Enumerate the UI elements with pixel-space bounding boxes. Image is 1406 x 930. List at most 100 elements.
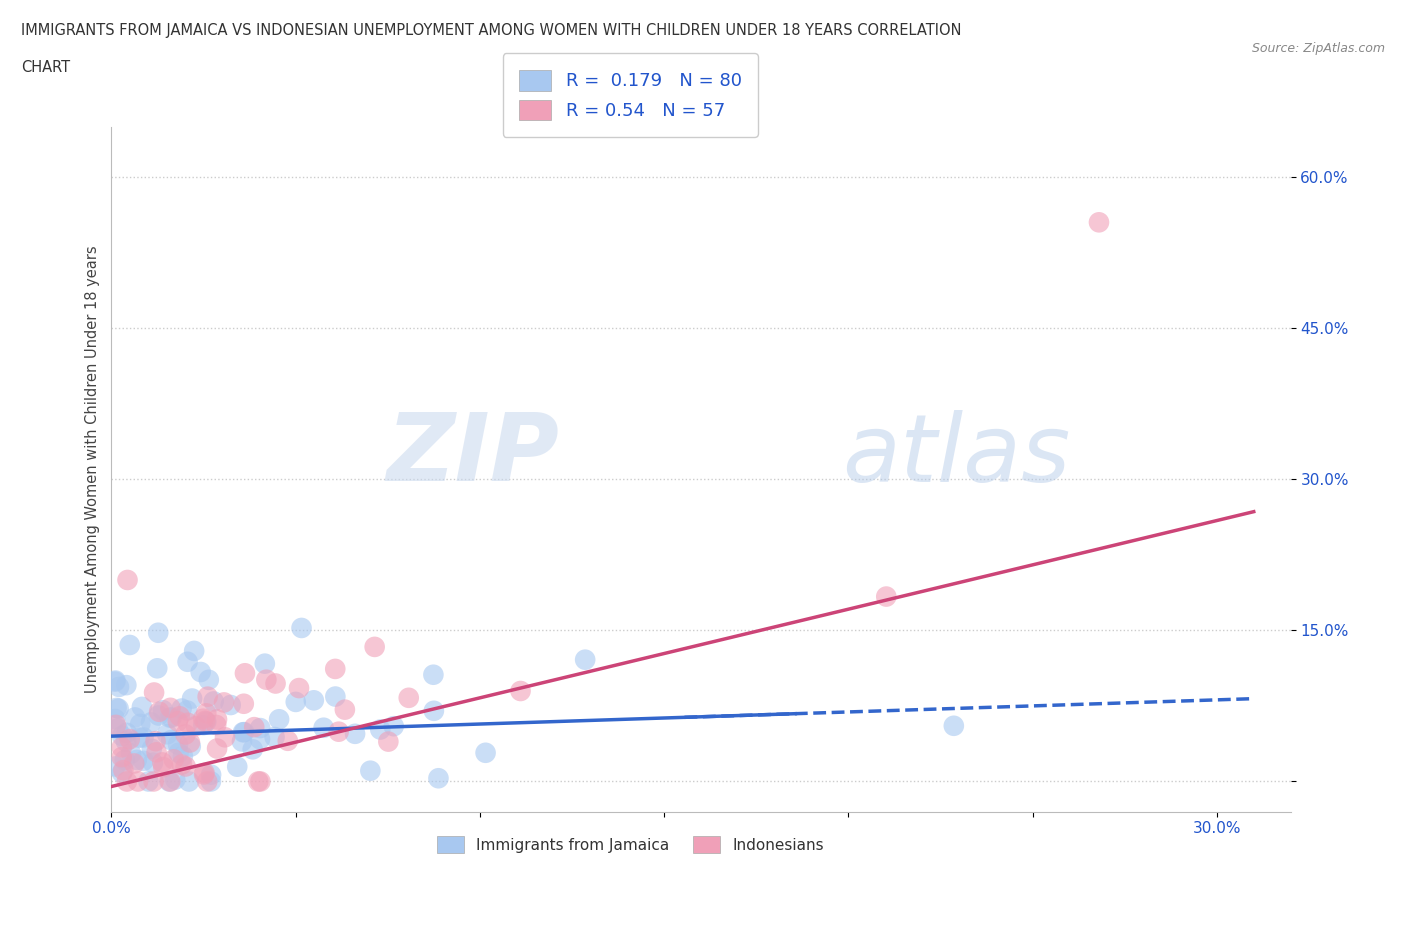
Point: [166, 714, 188, 729]
Point: [104, 711, 127, 726]
Point: [284, 695, 307, 710]
Point: [115, 774, 138, 789]
Point: [131, 699, 153, 714]
Point: [423, 703, 446, 718]
Point: [145, 734, 167, 749]
Point: [148, 625, 170, 640]
Point: [197, 689, 219, 704]
Point: [120, 746, 142, 761]
Point: [254, 672, 277, 687]
Point: [333, 702, 356, 717]
Point: [104, 673, 127, 688]
Point: [253, 657, 276, 671]
Point: [138, 774, 160, 789]
Point: [104, 717, 127, 732]
Point: [269, 711, 291, 726]
Point: [264, 676, 287, 691]
Point: [312, 721, 335, 736]
Point: [323, 661, 346, 676]
Point: [114, 752, 136, 767]
Point: [193, 711, 215, 726]
Point: [125, 752, 148, 767]
Point: [382, 719, 405, 734]
Point: [288, 681, 311, 696]
Point: [174, 727, 197, 742]
Point: [146, 661, 169, 676]
Point: [156, 727, 179, 742]
Point: [942, 718, 965, 733]
Text: Source: ZipAtlas.com: Source: ZipAtlas.com: [1251, 42, 1385, 55]
Point: [142, 755, 165, 770]
Point: [148, 704, 170, 719]
Point: [167, 745, 190, 760]
Point: [290, 620, 312, 635]
Point: [363, 640, 385, 655]
Point: [105, 700, 128, 715]
Point: [242, 742, 264, 757]
Point: [181, 691, 204, 706]
Point: [875, 589, 897, 604]
Point: [205, 718, 228, 733]
Point: [132, 753, 155, 768]
Point: [104, 674, 127, 689]
Point: [108, 680, 131, 695]
Point: [177, 715, 200, 730]
Point: [160, 733, 183, 748]
Point: [111, 728, 134, 743]
Point: [398, 690, 420, 705]
Point: [170, 701, 193, 716]
Point: [152, 760, 174, 775]
Legend: Immigrants from Jamaica, Indonesians: Immigrants from Jamaica, Indonesians: [425, 824, 837, 866]
Point: [277, 734, 299, 749]
Point: [111, 750, 134, 764]
Point: [128, 730, 150, 745]
Point: [328, 724, 350, 739]
Point: [141, 741, 163, 756]
Text: CHART: CHART: [21, 60, 70, 75]
Point: [176, 703, 198, 718]
Point: [115, 734, 138, 749]
Point: [233, 666, 256, 681]
Point: [509, 684, 531, 698]
Point: [231, 734, 253, 749]
Point: [180, 739, 202, 754]
Point: [122, 756, 145, 771]
Point: [233, 724, 256, 739]
Point: [197, 672, 219, 687]
Point: [111, 765, 134, 780]
Point: [167, 737, 190, 752]
Point: [226, 759, 249, 774]
Point: [107, 701, 129, 716]
Point: [163, 751, 186, 766]
Point: [143, 685, 166, 700]
Point: [148, 708, 170, 723]
Point: [205, 741, 228, 756]
Point: [194, 713, 217, 728]
Point: [111, 740, 134, 755]
Point: [150, 755, 173, 770]
Point: [205, 712, 228, 727]
Point: [169, 709, 191, 724]
Point: [159, 700, 181, 715]
Point: [127, 774, 149, 789]
Point: [145, 745, 167, 760]
Point: [170, 757, 193, 772]
Point: [118, 732, 141, 747]
Point: [104, 759, 127, 774]
Point: [427, 771, 450, 786]
Point: [160, 711, 183, 725]
Point: [195, 706, 218, 721]
Point: [157, 774, 180, 789]
Point: [117, 573, 139, 588]
Point: [176, 655, 198, 670]
Point: [115, 678, 138, 693]
Point: [202, 694, 225, 709]
Point: [159, 774, 181, 789]
Point: [377, 734, 399, 749]
Text: ZIP: ZIP: [387, 409, 560, 501]
Point: [344, 726, 367, 741]
Point: [107, 721, 129, 736]
Point: [174, 759, 197, 774]
Point: [183, 644, 205, 658]
Point: [249, 721, 271, 736]
